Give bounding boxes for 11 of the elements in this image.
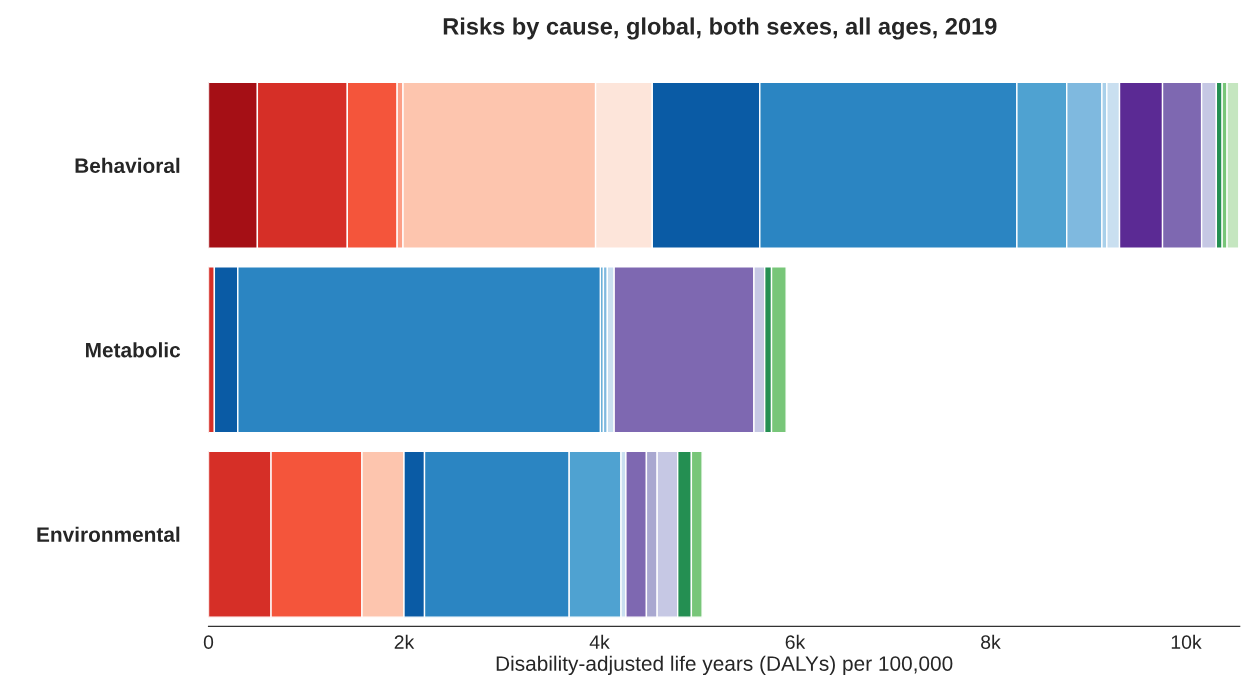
x-tick-label: 4k bbox=[589, 634, 610, 649]
x-tick-label: 6k bbox=[785, 634, 806, 650]
x-axis-title: Disability-adjusted life years (DALYs) per 100,000 bbox=[496, 655, 953, 676]
x-tick-label: 8k bbox=[981, 634, 1001, 650]
y-tick-label: Metabolic bbox=[86, 342, 181, 358]
x-tick-label: 2k bbox=[394, 634, 415, 649]
x-tick-label: 0 bbox=[203, 635, 214, 650]
y-tick-label: Behavioral bbox=[75, 157, 180, 174]
y-tick-label: Environmental bbox=[37, 526, 180, 542]
chart-title: Risks by cause, global, both sexes, all ages, 2019 bbox=[443, 17, 997, 40]
x-tick-label: 10k bbox=[1171, 634, 1202, 650]
